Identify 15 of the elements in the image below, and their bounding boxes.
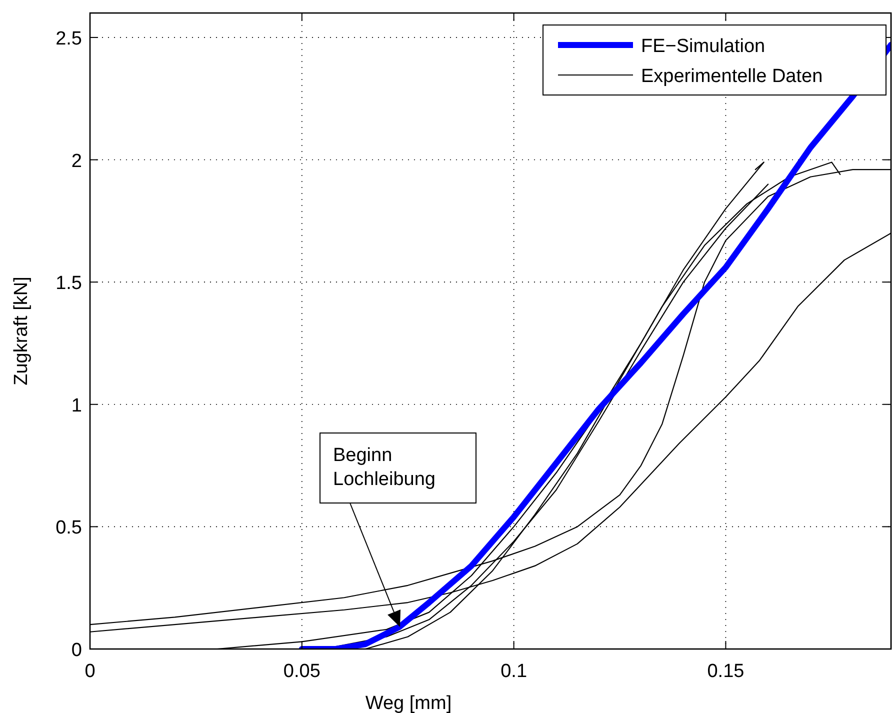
y-axis-title: Zugkraft [kN] <box>11 276 32 386</box>
y-tick-label: 0 <box>71 640 82 661</box>
x-axis-title: Weg [mm] <box>365 693 452 713</box>
y-tick-label: 2 <box>71 150 82 172</box>
annotation: Beginn Lochleibung <box>333 445 436 490</box>
legend-label: FE−Simulation <box>641 36 766 57</box>
x-tick-label: 0 <box>84 661 96 682</box>
y-tick-label: 2.5 <box>56 28 82 50</box>
x-tick-label: 0.1 <box>500 661 528 682</box>
y-tick-label: 1.5 <box>56 273 82 294</box>
y-tick-label: 1 <box>71 395 82 416</box>
x-tick-label: 0.15 <box>707 661 744 682</box>
x-tick-label: 0.05 <box>283 661 320 682</box>
y-tick-label: 0.5 <box>56 518 82 539</box>
legend-label: Experimentelle Daten <box>641 66 823 87</box>
